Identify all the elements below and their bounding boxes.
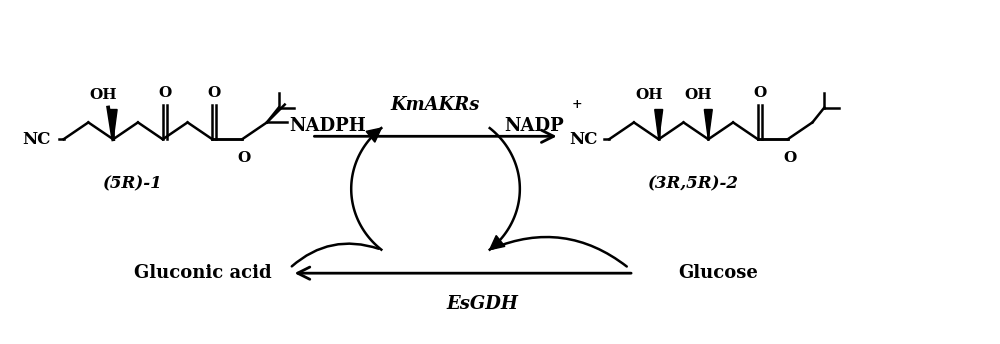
Text: +: +: [572, 98, 583, 111]
Text: OH: OH: [685, 88, 712, 101]
Text: OH: OH: [89, 88, 117, 101]
Text: O: O: [158, 86, 171, 100]
Text: O: O: [208, 86, 221, 100]
FancyArrowPatch shape: [492, 237, 627, 267]
Text: NC: NC: [569, 131, 598, 148]
Text: (5R)-1: (5R)-1: [103, 175, 163, 192]
Polygon shape: [490, 236, 505, 250]
Text: O: O: [753, 86, 767, 100]
Polygon shape: [109, 109, 117, 139]
Text: OH: OH: [635, 88, 663, 101]
FancyArrowPatch shape: [292, 244, 379, 266]
Text: EsGDH: EsGDH: [447, 295, 519, 313]
Text: NC: NC: [22, 131, 50, 148]
Text: O: O: [237, 151, 251, 165]
Text: (3R,5R)-2: (3R,5R)-2: [648, 175, 739, 192]
Text: Glucose: Glucose: [678, 264, 758, 282]
Text: NADP: NADP: [505, 117, 564, 135]
Polygon shape: [366, 128, 381, 142]
Text: NADPH: NADPH: [290, 117, 366, 135]
Polygon shape: [704, 109, 712, 139]
Text: KmAKRs: KmAKRs: [391, 96, 480, 115]
Polygon shape: [655, 109, 663, 139]
Text: Gluconic acid: Gluconic acid: [134, 264, 271, 282]
Text: O: O: [783, 151, 796, 165]
